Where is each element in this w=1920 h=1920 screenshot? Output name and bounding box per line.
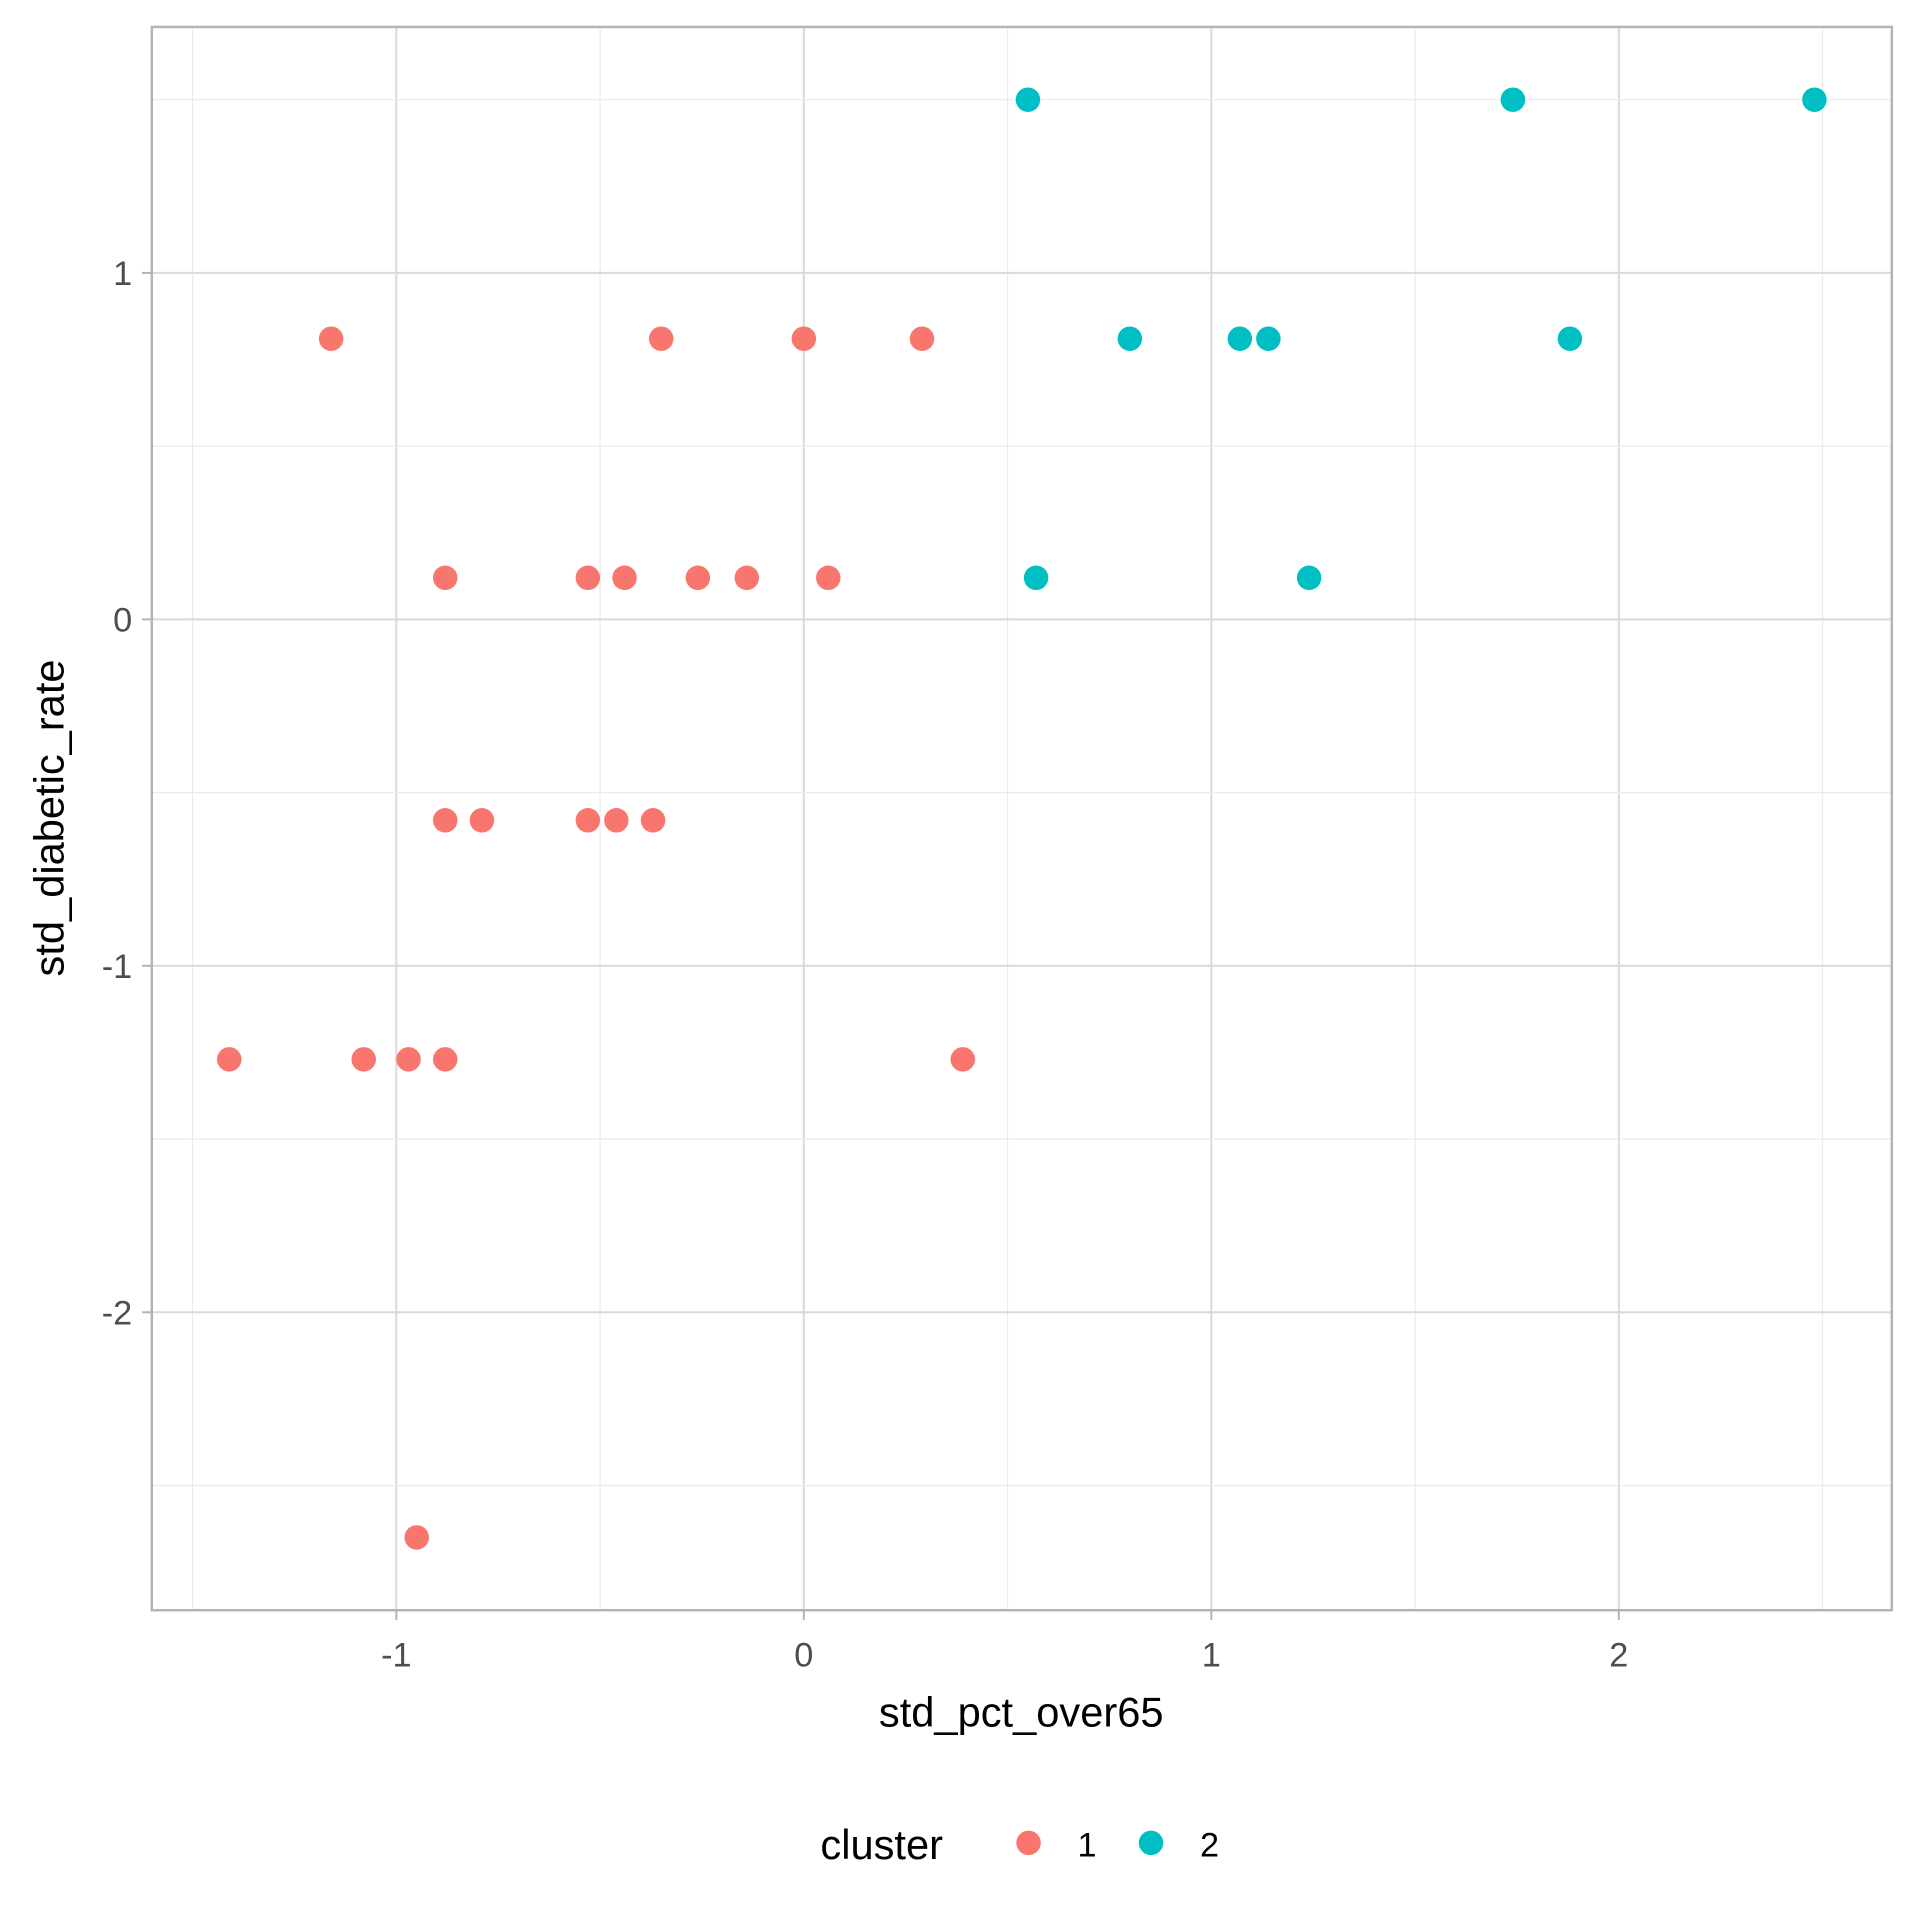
point-cluster-1 bbox=[909, 326, 935, 351]
point-cluster-2 bbox=[1015, 87, 1041, 112]
y-tick-label: -2 bbox=[102, 1295, 132, 1333]
point-cluster-2 bbox=[1557, 326, 1583, 351]
legend: cluster 1 2 bbox=[820, 1821, 1219, 1868]
point-cluster-1 bbox=[432, 565, 458, 591]
point-cluster-1 bbox=[640, 808, 666, 833]
y-tick-label: 0 bbox=[113, 602, 132, 640]
point-cluster-1 bbox=[685, 565, 711, 591]
point-cluster-1 bbox=[604, 808, 629, 833]
point-cluster-1 bbox=[734, 565, 760, 591]
x-tick-label: 0 bbox=[794, 1637, 813, 1675]
point-cluster-1 bbox=[432, 808, 458, 833]
legend-key-2 bbox=[1138, 1830, 1164, 1856]
x-axis-title: std_pct_over65 bbox=[879, 1689, 1164, 1736]
point-cluster-1 bbox=[351, 1047, 376, 1072]
point-cluster-1 bbox=[318, 326, 344, 351]
point-cluster-2 bbox=[1256, 326, 1281, 351]
points bbox=[217, 87, 1827, 1550]
point-cluster-1 bbox=[950, 1047, 975, 1072]
point-cluster-1 bbox=[575, 565, 601, 591]
x-tick-label: -1 bbox=[381, 1637, 411, 1675]
y-axis-title: std_diabetic_rate bbox=[26, 659, 73, 976]
point-cluster-2 bbox=[1802, 87, 1827, 112]
panel-border bbox=[150, 25, 1894, 1612]
point-cluster-2 bbox=[1227, 326, 1253, 351]
point-cluster-1 bbox=[432, 1047, 458, 1072]
plot-panel bbox=[151, 26, 1892, 1611]
point-cluster-2 bbox=[1500, 87, 1526, 112]
x-tick-label: 2 bbox=[1609, 1637, 1628, 1675]
point-cluster-1 bbox=[217, 1047, 242, 1072]
y-tick-label: 1 bbox=[113, 255, 132, 293]
y-tick-label: -1 bbox=[102, 948, 132, 986]
point-cluster-1 bbox=[816, 565, 841, 591]
point-cluster-1 bbox=[648, 326, 674, 351]
point-cluster-2 bbox=[1117, 326, 1143, 351]
point-cluster-1 bbox=[396, 1047, 421, 1072]
legend-title: cluster bbox=[820, 1821, 943, 1868]
legend-key-1 bbox=[1016, 1830, 1041, 1856]
point-cluster-1 bbox=[404, 1525, 429, 1550]
point-cluster-2 bbox=[1023, 565, 1049, 591]
point-cluster-1 bbox=[575, 808, 601, 833]
y-axis: -2 -1 0 1 bbox=[102, 255, 152, 1333]
x-axis: -1 0 1 2 bbox=[381, 1610, 1628, 1675]
x-tick-label: 1 bbox=[1202, 1637, 1221, 1675]
point-cluster-1 bbox=[469, 808, 495, 833]
point-cluster-1 bbox=[791, 326, 817, 351]
legend-label-1: 1 bbox=[1078, 1826, 1097, 1864]
legend-label-2: 2 bbox=[1200, 1826, 1219, 1864]
point-cluster-1 bbox=[612, 565, 637, 591]
point-cluster-2 bbox=[1296, 565, 1322, 591]
